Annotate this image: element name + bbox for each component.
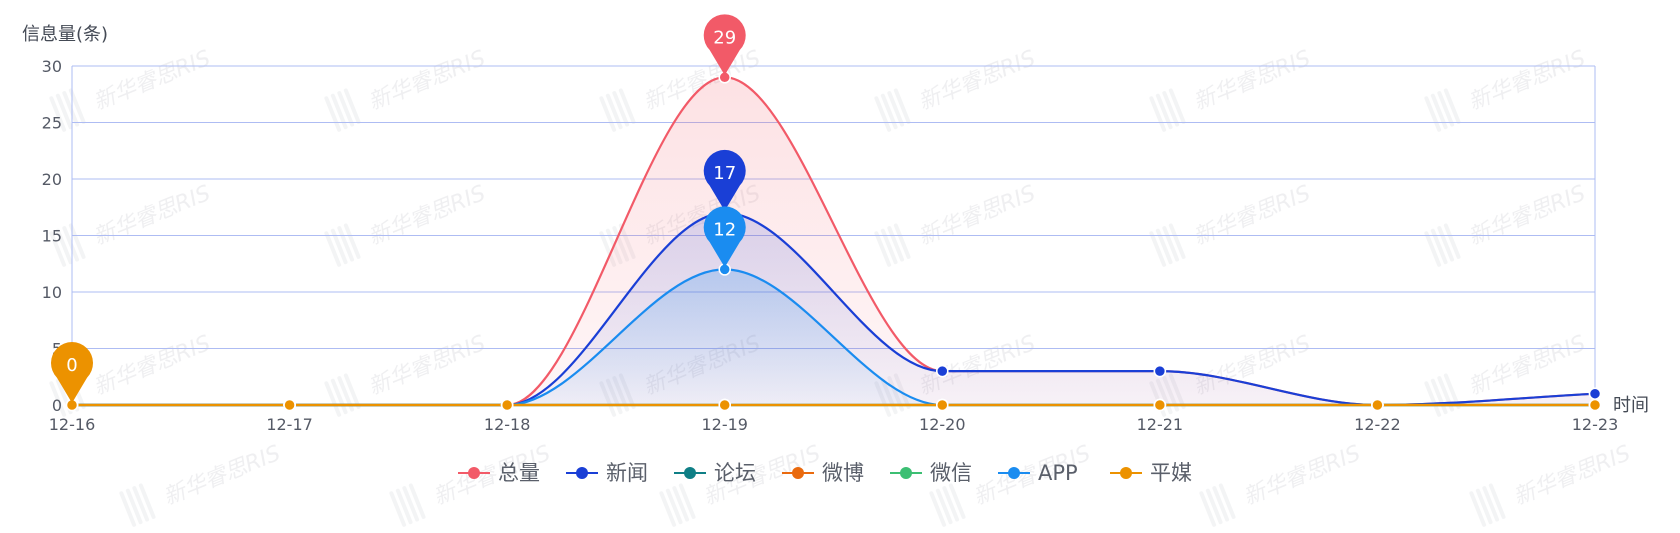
legend-label: 微博 bbox=[822, 461, 864, 485]
watermark-text: 新华睿思RIS bbox=[90, 181, 214, 251]
watermark: 新华睿思RIS bbox=[324, 46, 489, 132]
watermark: 新华睿思RIS bbox=[324, 331, 489, 417]
watermark-text: 新华睿思RIS bbox=[1510, 441, 1634, 511]
watermark: 新华睿思RIS bbox=[1149, 181, 1314, 267]
legend-item-微信[interactable]: 微信 bbox=[890, 461, 972, 485]
watermark-text: 新华睿思RIS bbox=[365, 46, 489, 116]
area-总量 bbox=[72, 77, 1595, 406]
y-tick-label: 15 bbox=[42, 227, 62, 246]
marker-平媒: 0 bbox=[50, 342, 93, 403]
point-平媒-12-18[interactable] bbox=[500, 398, 514, 412]
y-tick-label: 10 bbox=[42, 283, 62, 302]
watermark: 新华睿思RIS bbox=[49, 181, 214, 267]
point-平媒-12-17[interactable] bbox=[283, 398, 296, 412]
y-tick-label: 30 bbox=[42, 57, 62, 76]
legend-item-APP[interactable]: APP bbox=[998, 461, 1078, 485]
x-tick-label: 12-18 bbox=[484, 415, 531, 434]
legend-item-平媒[interactable]: 平媒 bbox=[1110, 461, 1192, 485]
watermark: 新华睿思RIS bbox=[49, 46, 214, 132]
point-平媒-12-23[interactable] bbox=[1588, 398, 1602, 412]
y-tick-label: 0 bbox=[52, 396, 62, 415]
watermark-text: 新华睿思RIS bbox=[1190, 46, 1314, 116]
x-axis-title: 时间 bbox=[1613, 395, 1649, 416]
legend-label: 论坛 bbox=[714, 461, 756, 485]
y-tick-label: 20 bbox=[42, 170, 62, 189]
value-markers: 29 17 12 0 bbox=[50, 14, 746, 403]
watermark: 新华睿思RIS bbox=[874, 181, 1039, 267]
series-areas bbox=[72, 77, 1595, 406]
marker-新闻: 17 bbox=[703, 149, 746, 211]
watermark: 新华睿思RIS bbox=[324, 181, 489, 267]
series-lines bbox=[72, 76, 1596, 407]
x-tick-label: 12-16 bbox=[49, 415, 96, 434]
point-新闻-12-21[interactable] bbox=[1153, 364, 1167, 378]
point-新闻-12-20[interactable] bbox=[936, 364, 949, 378]
point-平媒-12-20[interactable] bbox=[936, 398, 949, 412]
marker-APP: 12 bbox=[703, 206, 746, 268]
legend-item-总量[interactable]: 总量 bbox=[458, 461, 540, 485]
legend-dot bbox=[792, 467, 804, 479]
marker-pin bbox=[703, 206, 746, 268]
marker-label: 0 bbox=[66, 355, 77, 376]
y-tick-label: 25 bbox=[42, 114, 62, 133]
legend-dot bbox=[576, 467, 588, 479]
marker-总量: 29 bbox=[703, 14, 746, 76]
watermark: 新华睿思RIS bbox=[1149, 46, 1314, 132]
legend-label: 总量 bbox=[498, 461, 540, 485]
point-平媒-12-21[interactable] bbox=[1153, 398, 1167, 412]
marker-label: 17 bbox=[713, 163, 736, 184]
legend[interactable]: 总量 新闻 论坛 微博 微信 APP 平媒 bbox=[458, 461, 1192, 485]
watermark-text: 新华睿思RIS bbox=[1465, 181, 1589, 251]
point-新闻-12-23[interactable] bbox=[1588, 387, 1602, 400]
point-平媒-12-19[interactable] bbox=[718, 398, 731, 412]
legend-dot bbox=[1008, 467, 1020, 479]
marker-pin bbox=[50, 342, 93, 403]
watermark-text: 新华睿思RIS bbox=[1240, 441, 1364, 511]
watermark: 新华睿思RIS bbox=[1424, 46, 1589, 132]
x-axis: 12-16 12-17 12-18 12-19 12-20 12-21 12-22 12-23 bbox=[49, 415, 1619, 434]
legend-item-新闻[interactable]: 新闻 bbox=[566, 461, 648, 485]
watermark-text: 新华睿思RIS bbox=[1465, 46, 1589, 116]
watermark: 新华睿思RIS bbox=[874, 46, 1039, 132]
y-axis-title: 信息量(条) bbox=[22, 24, 108, 45]
marker-label: 12 bbox=[713, 219, 736, 240]
watermark-text: 新华睿思RIS bbox=[1465, 331, 1589, 401]
x-tick-label: 12-23 bbox=[1572, 415, 1619, 434]
watermark: 新华睿思RIS bbox=[119, 441, 284, 527]
legend-dot bbox=[1120, 467, 1132, 479]
watermark: 新华睿思RIS bbox=[1199, 441, 1364, 527]
legend-label: 平媒 bbox=[1150, 461, 1192, 485]
watermark-text: 新华睿思RIS bbox=[90, 46, 214, 116]
legend-dot bbox=[900, 467, 912, 479]
legend-label: 新闻 bbox=[606, 461, 648, 485]
watermark-text: 新华睿思RIS bbox=[915, 181, 1039, 251]
watermark-text: 新华睿思RIS bbox=[365, 331, 489, 401]
watermark-text: 新华睿思RIS bbox=[365, 181, 489, 251]
x-tick-label: 12-17 bbox=[266, 415, 313, 434]
legend-item-微博[interactable]: 微博 bbox=[782, 461, 864, 485]
watermark: 新华睿思RIS bbox=[1469, 441, 1634, 527]
x-tick-label: 12-22 bbox=[1354, 415, 1401, 434]
watermark-text: 新华睿思RIS bbox=[160, 441, 284, 511]
legend-label: APP bbox=[1038, 461, 1078, 485]
x-tick-label: 12-21 bbox=[1137, 415, 1184, 434]
legend-dot bbox=[684, 467, 696, 479]
marker-pin bbox=[703, 14, 746, 76]
area-新闻 bbox=[72, 212, 1595, 405]
marker-label: 29 bbox=[713, 27, 736, 48]
marker-pin bbox=[703, 149, 746, 211]
watermark-text: 新华睿思RIS bbox=[1190, 181, 1314, 251]
point-平媒-12-22[interactable] bbox=[1371, 398, 1384, 412]
x-tick-label: 12-19 bbox=[701, 415, 748, 434]
watermark-text: 新华睿思RIS bbox=[90, 331, 214, 401]
watermark-text: 新华睿思RIS bbox=[915, 46, 1039, 116]
watermark: 新华睿思RIS bbox=[1424, 181, 1589, 267]
legend-item-论坛[interactable]: 论坛 bbox=[674, 461, 756, 485]
legend-dot bbox=[468, 467, 480, 479]
legend-label: 微信 bbox=[930, 461, 972, 485]
x-tick-label: 12-20 bbox=[919, 415, 966, 434]
